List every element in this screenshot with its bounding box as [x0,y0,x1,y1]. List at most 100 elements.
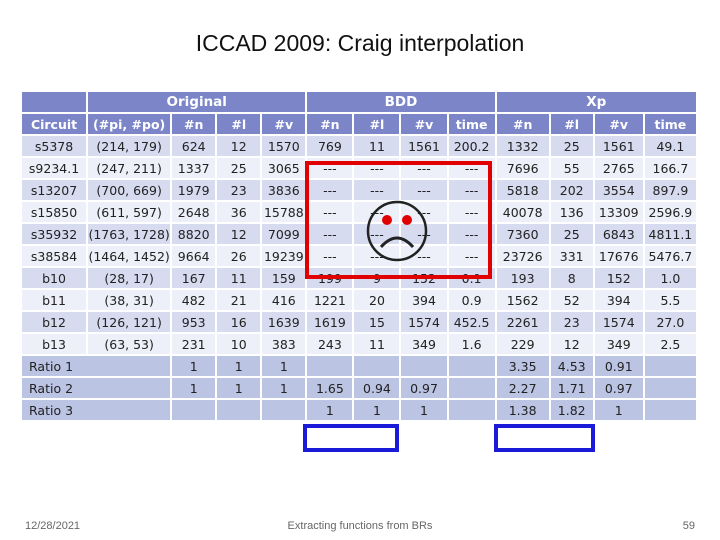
table-cell: 7696 [496,158,549,178]
table-cell: 136 [550,202,593,222]
table-cell: 152 [594,268,643,288]
circuit-name-cell: s38584 [22,246,87,266]
circuit-name-cell: s9234.1 [22,158,87,178]
ratio-cell [401,356,447,376]
table-cell: 1562 [496,290,549,310]
group-header-original: Original [88,92,306,112]
table-cell: 416 [262,290,306,310]
ratio-cell [262,400,306,420]
column-header: time [448,114,495,134]
table-cell: (38, 31) [88,290,171,310]
ratio-cell: 0.97 [594,378,643,398]
table-cell: 193 [496,268,549,288]
ratio-cell [217,400,261,420]
table-cell: 349 [594,334,643,354]
table-cell: 4811.1 [644,224,696,244]
table-cell: 897.9 [644,180,696,200]
table-cell: 452.5 [448,312,495,332]
circuit-name-cell: s13207 [22,180,87,200]
column-header: #l [550,114,593,134]
ratio-cell: 1 [354,400,400,420]
circuit-name-cell: b11 [22,290,87,310]
table-cell: 243 [307,334,353,354]
table-cell: 953 [172,312,216,332]
bdd-timeout-highlight [305,161,492,279]
table-cell: 383 [262,334,306,354]
table-cell: 16 [217,312,261,332]
table-cell: 25 [217,158,261,178]
table-cell: --- [307,180,353,200]
column-header: #n [307,114,353,134]
table-cell: 1.0 [644,268,696,288]
table-cell: 11 [354,334,400,354]
table-cell: 13309 [594,202,643,222]
ratio-cell: 1 [262,378,306,398]
table-cell: 229 [496,334,549,354]
table-cell: 1570 [262,136,306,156]
table-cell: 49.1 [644,136,696,156]
table-cell: 55 [550,158,593,178]
ratio-cell: 4.53 [550,356,593,376]
ratio-cell: 1 [217,378,261,398]
table-cell: 5.5 [644,290,696,310]
ratio-cell: 1 [172,378,216,398]
column-header: #v [262,114,306,134]
table-cell: 12 [217,136,261,156]
circuit-name-cell: s5378 [22,136,87,156]
table-cell: 8820 [172,224,216,244]
ratio-cell: 1 [262,356,306,376]
ratio-cell: 1 [401,400,447,420]
group-header-row: Original BDD Xp [22,92,696,112]
table-cell: 2.5 [644,334,696,354]
table-cell: 2648 [172,202,216,222]
table-cell: --- [401,180,447,200]
ratio-cell [448,356,495,376]
bdd-ratio-highlight [303,424,399,452]
table-row: s35932 (1763, 1728) 8820 12 7099 --- --- --- ---… [22,224,696,244]
table-cell: (126, 121) [88,312,171,332]
table-cell: 1619 [307,312,353,332]
table-cell: 21 [217,290,261,310]
table-cell: 2765 [594,158,643,178]
column-header: #l [217,114,261,134]
table-cell: 1337 [172,158,216,178]
circuit-name-cell: b13 [22,334,87,354]
table-cell: 166.7 [644,158,696,178]
table-cell: 3065 [262,158,306,178]
table-cell: 3836 [262,180,306,200]
table-cell: 23 [550,312,593,332]
page-number: 59 [682,520,695,532]
column-header-row: Circuit (#pi, #po) #n #l #v #n #l #v time #n #l #v t… [22,114,696,134]
table-cell: 11 [217,268,261,288]
ratio-label: Ratio 1 [22,356,171,376]
ratio-row: Ratio 3 1 1 1 1.38 1.82 1 [22,400,696,420]
column-header: #l [354,114,400,134]
table-cell: --- [448,180,495,200]
column-header: #n [496,114,549,134]
table-row: b12 (126, 121) 953 16 1639 1619 15 1574 452.5 226… [22,312,696,332]
table-cell: (1763, 1728) [88,224,171,244]
table-cell: 20 [354,290,400,310]
table-cell: 25 [550,136,593,156]
column-header: #v [594,114,643,134]
table-cell: --- [401,246,447,266]
ratio-cell: 1 [594,400,643,420]
ratio-cell: 1 [307,400,353,420]
table-cell: 394 [594,290,643,310]
ratio-cell [644,400,696,420]
group-header-xp: Xp [496,92,696,112]
ratio-cell [448,400,495,420]
table-cell: 52 [550,290,593,310]
ratio-cell: 0.97 [401,378,447,398]
ratio-cell: 0.94 [354,378,400,398]
table-cell: 12 [550,334,593,354]
column-header: time [644,114,696,134]
table-cell: --- [354,180,400,200]
corner-cell [22,92,87,112]
table-cell: 10 [217,334,261,354]
table-cell: (214, 179) [88,136,171,156]
table-cell: 5818 [496,180,549,200]
table-cell: 2596.9 [644,202,696,222]
table-cell: 331 [550,246,593,266]
table-cell: 1332 [496,136,549,156]
